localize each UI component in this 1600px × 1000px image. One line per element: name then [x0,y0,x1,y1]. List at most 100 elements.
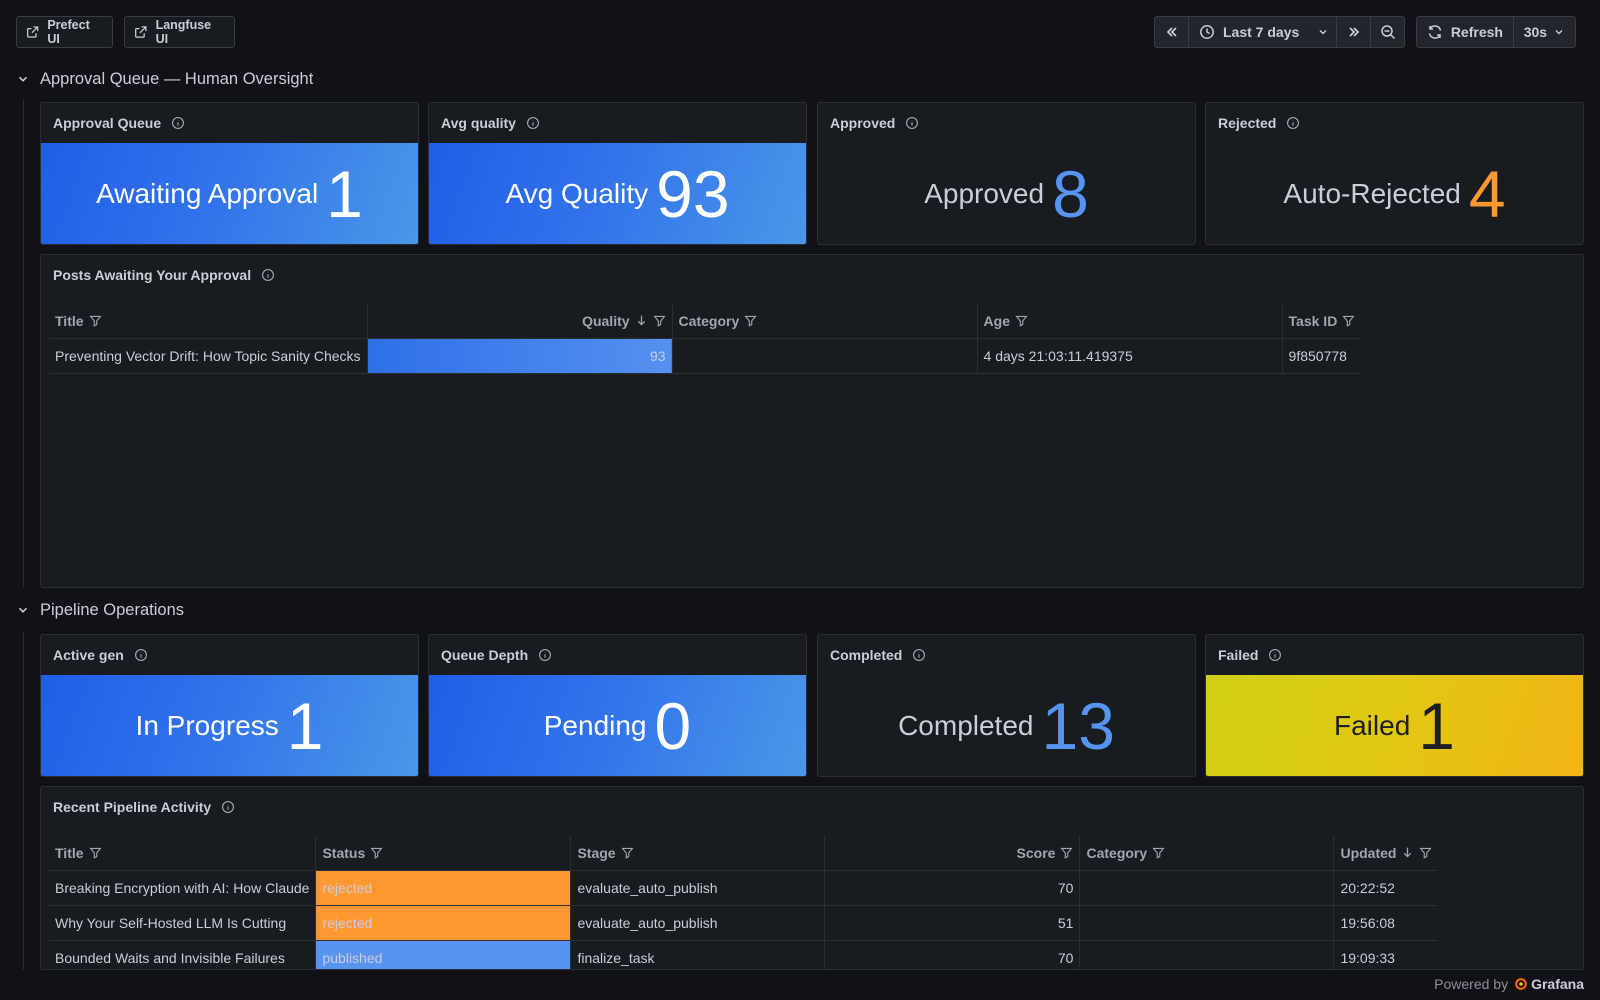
column-header-age[interactable]: Age [976,304,1283,339]
column-header-status[interactable]: Status [315,836,571,871]
stat-panel-avg-quality: Avg quality Avg Quality 93 [428,102,807,245]
panel-title: Active gen [53,647,124,663]
info-icon[interactable] [134,648,148,662]
column-header-quality[interactable]: Quality [366,304,673,339]
stat-panel-completed: Completed Completed 13 [817,634,1196,777]
stat-body[interactable]: Approved 8 [818,143,1195,244]
time-picker-button[interactable]: Last 7 days [1189,17,1337,47]
powered-by-footer: Powered by Grafana [1434,976,1584,992]
stat-label: In Progress [135,709,279,741]
row-approval-queue[interactable]: Approval Queue — Human Oversight [16,67,313,91]
table-header-row: Title Status Stage Score Category Update… [49,836,1439,871]
filter-icon[interactable] [621,846,634,859]
stat-panel-approval-queue: Approval Queue Awaiting Approval 1 [40,102,419,245]
table-row[interactable]: Breaking Encryption with AI: How Claude … [49,870,1439,906]
cell-quality: 93 [366,338,673,374]
panel-title: Completed [830,647,903,663]
row-title-pipeline: Pipeline Operations [40,600,185,619]
filter-icon[interactable] [1152,846,1165,859]
panel-title: Avg quality [441,115,516,131]
column-header-title[interactable]: Title [49,836,316,871]
cell-score: 70 [824,870,1080,906]
column-header-score[interactable]: Score [824,836,1080,871]
stat-label: Awaiting Approval [96,177,319,209]
stat-body[interactable]: Pending 0 [429,675,806,776]
activity-table: Title Status Stage Score Category Update… [49,836,1439,969]
cell-updated: 19:09:33 [1333,940,1439,969]
info-icon[interactable] [1268,648,1282,662]
filter-icon[interactable] [652,314,666,327]
table-row[interactable]: Bounded Waits and Invisible Failures pub… [49,940,1439,969]
refresh-interval-picker[interactable]: 30s [1514,17,1575,47]
stat-body[interactable]: Failed 1 [1206,675,1583,776]
filter-icon[interactable] [1419,846,1433,859]
panel-title: Queue Depth [441,647,529,663]
column-header-stage[interactable]: Stage [570,836,825,871]
grafana-logo[interactable]: Grafana [1514,976,1584,992]
panel-title: Approval Queue [53,115,162,131]
shift-time-forward-button[interactable] [1337,17,1371,47]
shift-time-back-button[interactable] [1155,17,1189,47]
column-header-category[interactable]: Category [671,304,978,339]
row-pipeline-operations[interactable]: Pipeline Operations [16,598,184,622]
filter-icon[interactable] [88,314,102,327]
column-header-category[interactable]: Category [1079,836,1334,871]
cell-category [1079,870,1334,906]
stat-body[interactable]: Avg Quality 93 [429,143,806,244]
cell-title: Breaking Encryption with AI: How Claude [49,870,316,906]
external-link-icon [135,26,147,38]
prefect-ui-link[interactable]: Prefect UI [16,16,113,48]
chevrons-right-icon [1348,27,1359,37]
column-header-updated[interactable]: Updated [1333,836,1439,871]
filter-icon[interactable] [744,314,757,327]
stat-body[interactable]: Auto-Rejected 4 [1206,143,1583,244]
column-header-title[interactable]: Title [49,304,368,339]
info-icon[interactable] [171,116,185,130]
cell-category [1079,940,1334,969]
cell-title: Bounded Waits and Invisible Failures [49,940,316,969]
grafana-icon [1515,978,1527,990]
stat-body[interactable]: In Progress 1 [41,675,418,776]
panel-header: Failed [1206,635,1583,675]
info-icon[interactable] [221,800,235,814]
filter-icon[interactable] [1015,314,1028,327]
table-row[interactable]: Preventing Vector Drift: How Topic Sanit… [49,338,1362,374]
column-age-label: Age [983,312,1010,329]
filter-icon[interactable] [370,846,383,859]
approval-table: Title Quality Category Age Task ID Preve… [49,304,1362,374]
refresh-button[interactable]: Refresh [1417,17,1514,47]
info-icon[interactable] [912,648,926,662]
stat-value: 93 [656,156,730,231]
filter-icon[interactable] [1060,846,1074,859]
stat-label: Pending [543,709,647,741]
filter-icon[interactable] [1342,314,1355,327]
info-icon[interactable] [905,116,919,130]
cell-category [671,338,978,374]
stat-value: 1 [1418,688,1455,763]
column-category-label: Category [1086,844,1148,861]
cell-status: rejected [315,870,571,906]
stat-value: 0 [654,688,692,763]
panel-header: Recent Pipeline Activity [41,787,1583,827]
info-icon[interactable] [261,268,275,282]
stat-body[interactable]: Completed 13 [818,675,1195,776]
cell-updated: 20:22:52 [1333,870,1439,906]
stat-panel-rejected: Rejected Auto-Rejected 4 [1205,102,1584,245]
info-icon[interactable] [1286,116,1300,130]
panel-title: Approved [830,115,896,131]
info-icon[interactable] [526,116,540,130]
row-title-approval: Approval Queue — Human Oversight [40,69,314,88]
info-icon[interactable] [538,648,552,662]
panel-title: Rejected [1218,115,1277,131]
zoom-out-button[interactable] [1371,17,1404,47]
column-header-task-id[interactable]: Task ID [1281,304,1362,339]
cell-score: 70 [824,940,1080,969]
panel-title: Failed [1218,647,1259,663]
stat-body[interactable]: Awaiting Approval 1 [41,143,418,244]
filter-icon[interactable] [88,846,102,859]
column-task-id-label: Task ID [1288,312,1338,329]
langfuse-ui-link[interactable]: Langfuse UI [124,16,235,48]
cell-title-link[interactable]: Preventing Vector Drift: How Topic Sanit… [49,338,368,374]
cell-age-link[interactable]: 4 days 21:03:11.419375 [976,338,1283,374]
table-row[interactable]: Why Your Self-Hosted LLM Is Cutting reje… [49,905,1439,941]
